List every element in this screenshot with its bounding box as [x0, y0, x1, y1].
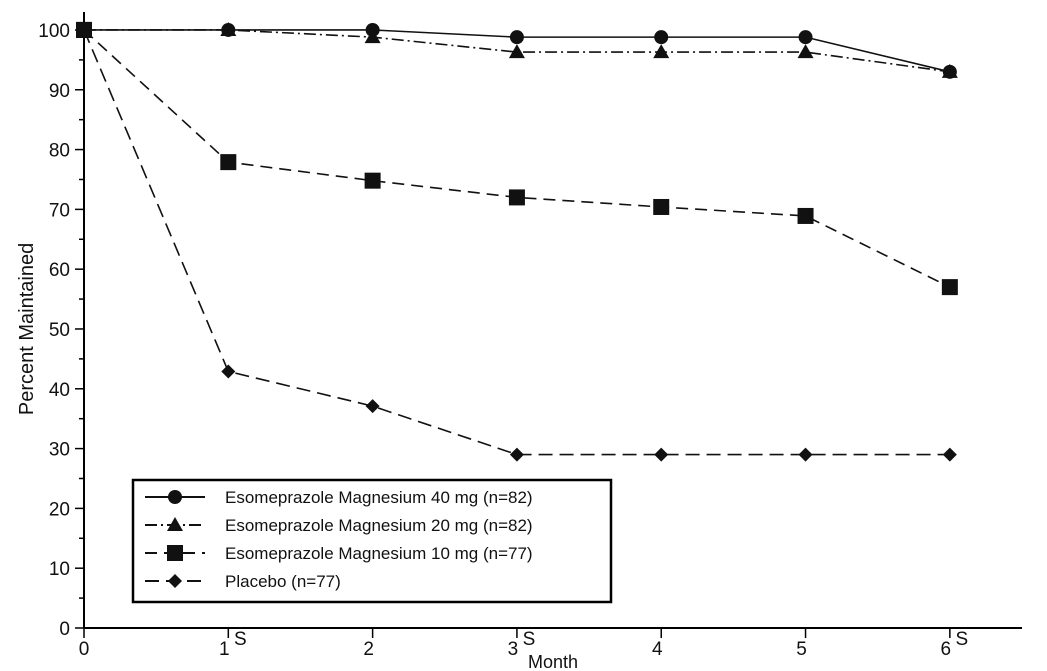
y-tick-label: 30 [49, 440, 70, 461]
data-point [220, 154, 237, 171]
legend: Esomeprazole Magnesium 40 mg (n=82) Esome… [131, 478, 613, 604]
legend-marker [168, 574, 182, 588]
y-axis-label: Percent Maintained [16, 243, 38, 415]
y-tick-label: 70 [49, 200, 70, 221]
significance-marker: S [523, 629, 536, 650]
x-tick-label: 0 [79, 639, 90, 660]
data-point [509, 447, 524, 462]
series-diamond [76, 21, 957, 462]
significance-marker: S [234, 629, 247, 650]
legend-marker [167, 517, 183, 531]
data-point [798, 447, 813, 462]
x-tick-label: 6 [941, 639, 952, 660]
data-point [509, 30, 524, 45]
data-point [508, 44, 525, 59]
data-point [941, 63, 958, 78]
series-square [76, 21, 958, 296]
x-tick-label: 5 [796, 639, 807, 660]
x-tick-label: 3 [508, 639, 519, 660]
x-axis-label: Month [528, 652, 578, 671]
y-tick-label: 60 [49, 260, 70, 281]
y-tick-label: 10 [49, 559, 70, 580]
legend-box [131, 478, 613, 604]
data-point [797, 44, 814, 59]
data-point [364, 29, 381, 44]
data-point [365, 399, 380, 414]
y-tick-label: 80 [49, 141, 70, 162]
data-point [221, 364, 236, 379]
y-tick-label: 90 [49, 81, 70, 102]
data-point [797, 207, 814, 224]
significance-marker: S [956, 629, 969, 650]
legend-label: Placebo (n=77) [225, 572, 341, 591]
data-point [508, 189, 525, 206]
data-point [220, 21, 237, 36]
series-line [83, 29, 951, 288]
y-tick-label: 50 [49, 320, 70, 341]
y-tick-label: 20 [49, 499, 70, 520]
y-tick-label: 40 [49, 380, 70, 401]
data-point [798, 30, 813, 45]
data-point [654, 447, 669, 462]
data-point [76, 21, 92, 38]
legend-marker [167, 545, 183, 561]
x-tick-label: 4 [652, 639, 663, 660]
data-point [653, 198, 670, 215]
data-point [364, 172, 381, 189]
x-tick-label: 1 [219, 639, 230, 660]
data-point [654, 30, 669, 45]
x-tick-label: 2 [363, 639, 374, 660]
legend-label: Esomeprazole Magnesium 20 mg (n=82) [225, 516, 533, 535]
legend-label: Esomeprazole Magnesium 10 mg (n=77) [225, 544, 533, 563]
data-point [942, 447, 957, 462]
legend-label: Esomeprazole Magnesium 40 mg (n=82) [225, 488, 533, 507]
data-point [653, 44, 670, 59]
series-line [83, 29, 950, 456]
legend-marker [168, 490, 182, 504]
y-tick-label: 100 [38, 21, 70, 42]
data-point [941, 279, 958, 296]
y-tick-label: 0 [59, 619, 70, 640]
series-layer [76, 21, 958, 462]
